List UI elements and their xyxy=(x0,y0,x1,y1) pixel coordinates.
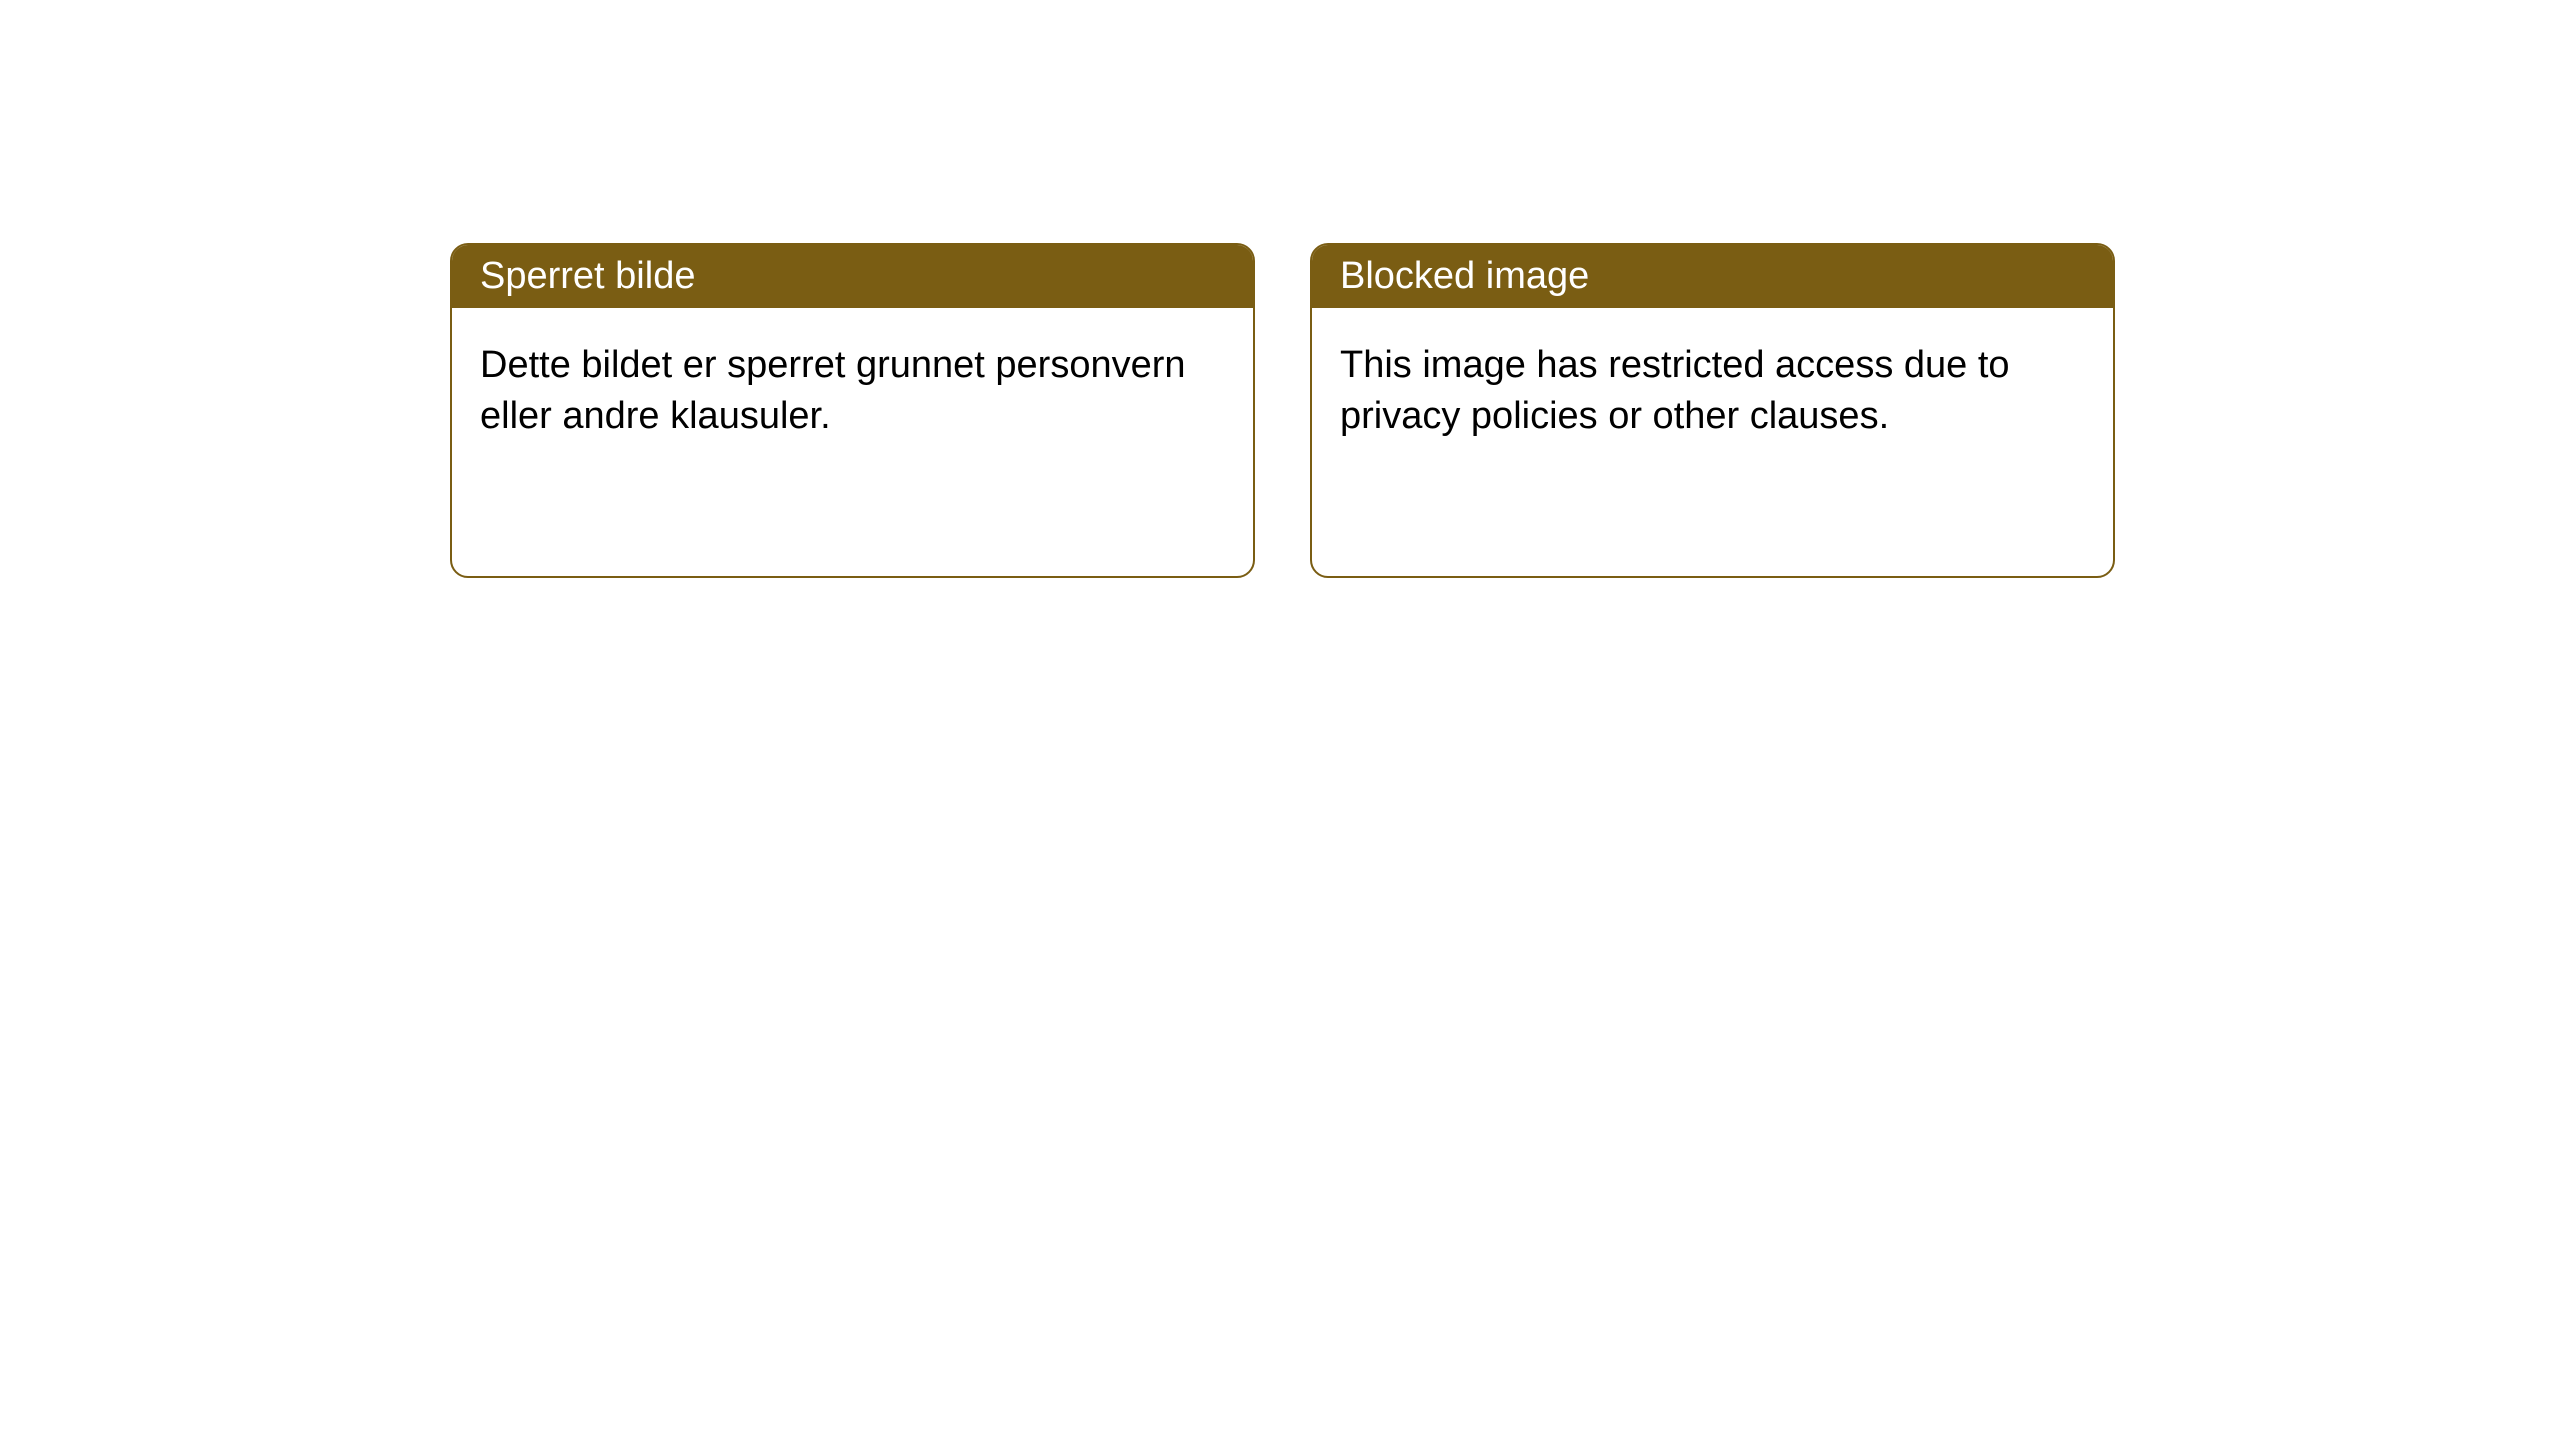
card-header-english: Blocked image xyxy=(1312,245,2113,308)
card-title-norwegian: Sperret bilde xyxy=(480,255,695,297)
notice-card-norwegian: Sperret bilde Dette bildet er sperret gr… xyxy=(450,243,1255,578)
card-body-english: This image has restricted access due to … xyxy=(1312,308,2113,475)
card-header-norwegian: Sperret bilde xyxy=(452,245,1253,308)
card-body-norwegian: Dette bildet er sperret grunnet personve… xyxy=(452,308,1253,475)
card-text-norwegian: Dette bildet er sperret grunnet personve… xyxy=(480,344,1186,437)
notice-card-english: Blocked image This image has restricted … xyxy=(1310,243,2115,578)
card-text-english: This image has restricted access due to … xyxy=(1340,344,2010,437)
card-title-english: Blocked image xyxy=(1340,255,1589,297)
notice-container: Sperret bilde Dette bildet er sperret gr… xyxy=(450,243,2115,578)
